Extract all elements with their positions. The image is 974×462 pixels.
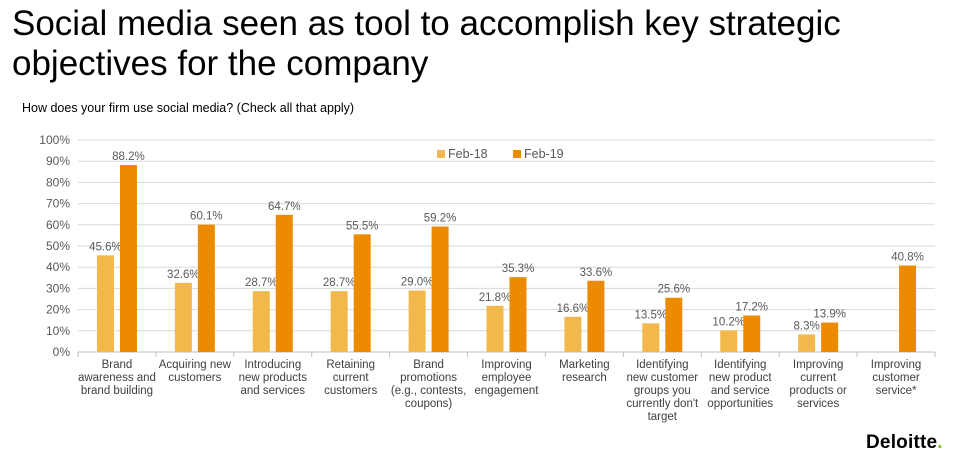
y-tick-label: 100% [39,133,70,147]
bar-feb19 [743,315,761,352]
bar-feb19 [119,165,137,352]
data-label: 64.7% [268,201,301,213]
category-label: Identifying [714,359,766,371]
legend-label: Feb-19 [524,147,564,161]
legend-swatch-feb19 [513,150,521,158]
legend-label: Feb-18 [448,147,488,161]
y-tick-label: 70% [46,197,70,211]
data-label: 13.5% [635,309,668,321]
page-title: Social media seen as tool to accomplish … [12,4,841,83]
bar-feb19 [665,297,683,352]
category-label: products or [789,385,847,397]
category-label: Brand [102,359,133,371]
category-label: new customer [627,372,699,384]
data-label: 33.6% [580,267,613,279]
y-tick-label: 50% [46,239,70,253]
category-label: and services [240,385,305,397]
bar-feb19 [509,277,527,352]
bar-feb18 [564,316,582,352]
category-label: customers [324,385,377,397]
category-label: awareness and [78,372,156,384]
bar-feb18 [720,330,738,352]
bar-feb18 [96,255,114,352]
data-label: 35.3% [502,263,535,275]
data-label: 21.8% [479,292,512,304]
data-label: 45.6% [89,241,122,253]
category-label: brand building [81,385,153,397]
data-label: 8.3% [794,320,820,332]
category-label: new product [709,372,772,384]
category-label: (e.g., contests, [391,385,466,397]
category-label: new products [239,372,308,384]
data-label: 59.2% [424,212,457,224]
bar-feb18 [174,282,192,352]
category-label: research [562,372,607,384]
brand-name: Deloitte [866,432,938,453]
bar-feb18 [486,305,504,352]
category-label: current [333,372,370,384]
category-label: customer [872,372,919,384]
y-tick-label: 80% [46,175,70,189]
category-label: service* [876,385,917,397]
y-tick-label: 10% [46,324,70,338]
data-label: 13.9% [813,309,846,321]
data-label: 17.2% [735,302,768,314]
category-label: target [648,411,678,423]
data-label: 32.6% [167,269,200,281]
category-label: Improving [481,359,532,371]
category-label: Retaining [326,359,375,371]
data-label: 40.8% [891,252,924,264]
category-label: customers [168,372,221,384]
data-label: 88.2% [112,151,145,163]
bar-feb18 [798,334,816,352]
category-label: Introducing [244,359,301,371]
y-tick-label: 40% [46,260,70,274]
deloitte-logo: Deloitte. [866,432,943,454]
bar-feb18 [330,291,348,352]
category-label: Improving [793,359,844,371]
data-label: 10.2% [712,316,745,328]
category-label: Acquiring new [159,359,232,371]
y-tick-label: 20% [46,303,70,317]
category-label: employee [482,372,532,384]
legend-swatch-feb18 [437,150,445,158]
category-label: and service [711,385,770,397]
bar-feb18 [408,290,426,352]
bar-feb19 [275,214,293,352]
bar-feb18 [252,291,270,352]
category-label: opportunities [707,398,773,410]
bar-feb19 [821,322,839,352]
data-label: 16.6% [557,303,590,315]
data-label: 25.6% [658,284,691,296]
brand-dot: . [937,432,943,453]
category-label: engagement [475,385,540,397]
category-label: coupons) [405,398,452,410]
bar-feb19 [431,226,449,352]
data-label: 28.7% [323,277,356,289]
category-label: services [797,398,839,410]
y-tick-label: 60% [46,218,70,232]
bar-feb19 [353,234,371,352]
y-tick-label: 30% [46,281,70,295]
category-label: Marketing [559,359,610,371]
y-tick-label: 90% [46,154,70,168]
category-label: Brand [413,359,444,371]
category-label: promotions [400,372,457,384]
data-label: 29.0% [401,277,434,289]
data-label: 60.1% [190,211,223,223]
chart-question: How does your firm use social media? (Ch… [22,101,355,115]
y-tick-label: 0% [53,345,71,359]
category-label: Identifying [636,359,688,371]
category-label: currently don't [626,398,699,410]
bar-feb19 [197,224,215,352]
bar-feb19 [899,265,917,352]
data-label: 55.5% [346,220,379,232]
data-label: 28.7% [245,277,278,289]
category-label: current [800,372,837,384]
bar-feb19 [587,280,605,352]
bar-feb18 [642,323,660,352]
category-label: groups you [634,385,691,397]
category-label: Improving [871,359,922,371]
